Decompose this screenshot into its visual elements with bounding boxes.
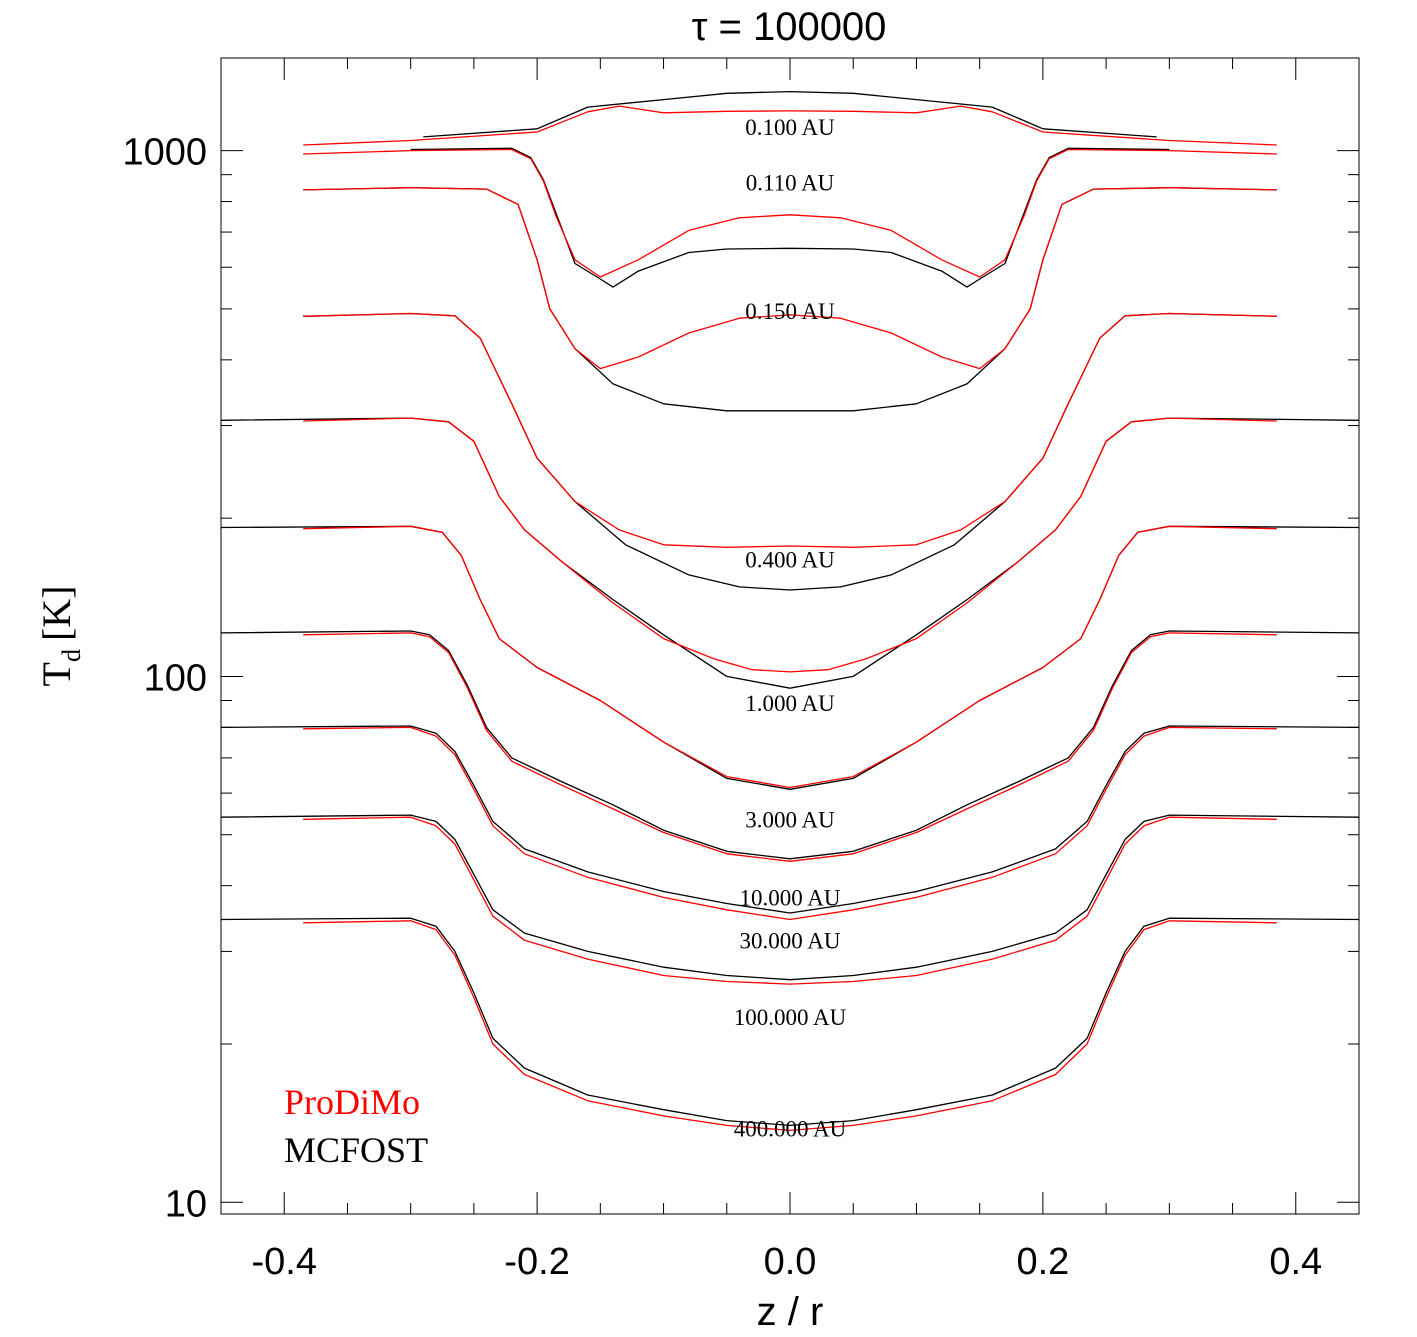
y-axis-label: Td [K]	[34, 586, 86, 687]
y-axis-label-unit: [K]	[34, 586, 79, 642]
x-tick-label: -0.2	[504, 1241, 569, 1283]
series-line-mcfost-400-000-au	[220, 917, 1360, 1127]
curve-label: 100.000 AU	[734, 1005, 847, 1030]
y-tick-label: 100	[144, 657, 207, 699]
series-line-mcfost-0-100-au	[423, 90, 1157, 138]
curve-label: 0.400 AU	[745, 547, 835, 572]
curve-label: 0.100 AU	[745, 115, 835, 140]
x-tick-label: 0.4	[1269, 1241, 1322, 1283]
y-axis-label-main: T	[34, 662, 79, 686]
x-axis-label: z / r	[757, 1290, 824, 1334]
curve-label: 400.000 AU	[734, 1117, 847, 1142]
curve-label: 30.000 AU	[740, 928, 841, 953]
series-line-mcfost-10-000-au	[220, 630, 1360, 860]
series-line-prodimo-100-000-au	[303, 816, 1277, 985]
series-line-prodimo-30-000-au	[303, 726, 1277, 921]
series-line-mcfost-0-110-au	[410, 147, 1170, 288]
series-line-prodimo-3-000-au	[303, 525, 1277, 789]
legend: ProDiMo MCFOST	[284, 1082, 428, 1170]
legend-entry-mcfost: MCFOST	[284, 1130, 428, 1170]
series-line-prodimo-400-000-au	[303, 920, 1277, 1132]
chart-title: τ = 100000	[692, 5, 887, 49]
axis-ticks	[220, 58, 1360, 1214]
y-axis-label-subscript: d	[57, 649, 86, 662]
x-tick-label: 0.2	[1016, 1241, 1069, 1283]
y-tick-label: 1000	[122, 132, 207, 174]
series-line-prodimo-0-150-au	[303, 187, 1277, 370]
curve-label: 0.150 AU	[745, 299, 835, 324]
series-lines	[220, 90, 1360, 1132]
curve-label: 0.110 AU	[746, 170, 835, 195]
x-tick-label: -0.4	[251, 1241, 316, 1283]
svg-text:Td[K]: Td [K]	[34, 586, 86, 687]
curve-labels: 0.100 AU 0.110 AU 0.150 AU 0.400 AU 1.000 AU…	[734, 115, 847, 1142]
series-line-mcfost-100-000-au	[220, 814, 1360, 981]
y-tick-label: 10	[165, 1183, 207, 1225]
curve-label: 1.000 AU	[745, 691, 835, 716]
x-tick-label: 0.0	[764, 1241, 817, 1283]
series-line-prodimo-0-110-au	[303, 148, 1277, 278]
axis-tick-labels: -0.4 -0.2 0.0 0.2 0.4 10 100 1000	[122, 132, 1322, 1283]
series-line-prodimo-1-000-au	[303, 417, 1277, 673]
curve-label: 10.000 AU	[740, 885, 841, 910]
legend-entry-prodimo: ProDiMo	[284, 1082, 420, 1122]
series-line-prodimo-10-000-au	[303, 632, 1277, 862]
series-line-prodimo-0-100-au	[303, 105, 1277, 146]
series-line-prodimo-0-400-au	[303, 312, 1277, 548]
plot-frame	[220, 57, 1360, 1215]
curve-label: 3.000 AU	[745, 807, 835, 832]
series-line-mcfost-30-000-au	[220, 725, 1360, 914]
